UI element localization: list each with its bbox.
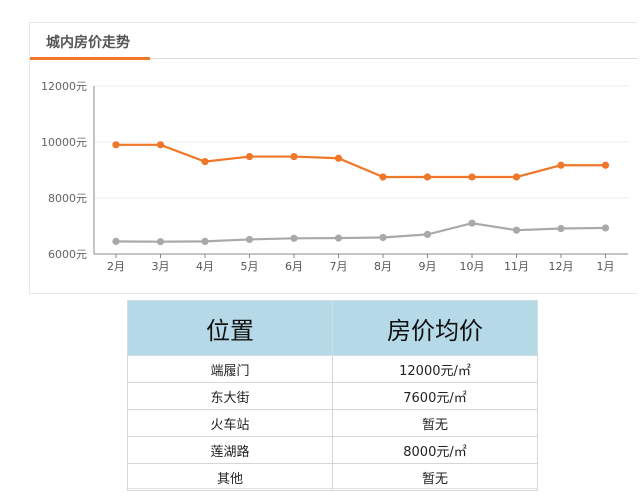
table-bottom-edge [127,488,538,489]
data-point [468,173,476,181]
table-row: 东大街 7600元/㎡ [127,382,538,410]
title-underline [30,57,150,60]
data-point [201,158,209,166]
data-point [512,173,521,181]
data-point [557,224,565,233]
x-tick-label: 9月 [419,260,437,273]
header-avg-price: 房价均价 [332,300,538,356]
table-row: 火车站 暂无 [127,409,538,437]
data-point [290,152,298,161]
x-tick-label: 2月 [107,260,125,273]
cell-price: 8000元/㎡ [332,436,538,464]
price-table: 位置 房价均价 端履门 12000元/㎡ 东大街 7600元/㎡ 火车站 暂无 … [127,300,538,491]
data-point [512,226,521,234]
data-point [245,235,254,244]
x-tick-labels: 2月 3月 4月 5月 6月 7月 8月 9月 10月 11月 12月 1月 [107,254,615,273]
x-tick-label: 5月 [241,260,259,273]
x-tick-label: 11月 [504,260,529,273]
data-point [245,152,254,161]
data-point [379,233,387,242]
series-lines [112,141,610,246]
data-point [334,234,343,242]
x-tick-label: 1月 [597,260,615,273]
cell-location: 火车站 [127,409,333,437]
data-point [156,141,165,149]
data-point [112,237,120,245]
x-tick-label: 3月 [152,260,170,273]
data-point [557,161,565,169]
table-row: 莲湖路 8000元/㎡ [127,436,538,464]
chart-panel-header: 城内房价走势 [30,23,637,60]
data-point [468,219,476,227]
price-trend-chart: 12000元 10000元 8000元 6000元 2月 3月 4月 5月 6月 7月 8月 9月 1… [41,80,628,273]
y-tick-labels: 12000元 10000元 8000元 6000元 [41,80,87,261]
header-location: 位置 [127,300,333,356]
cell-location: 端履门 [127,355,333,383]
table-row: 其他 暂无 [127,463,538,491]
x-tick-label: 10月 [460,260,485,273]
y-tick-label: 8000元 [48,192,87,205]
cell-location: 东大街 [127,382,333,410]
table-row: 端履门 12000元/㎡ [127,355,538,383]
x-tick-label: 8月 [374,260,392,273]
y-tick-label: 10000元 [41,136,87,149]
x-tick-label: 4月 [196,260,214,273]
cell-location: 其他 [127,463,333,491]
series-line-1 [116,143,606,179]
data-point [379,173,387,181]
data-point [334,154,343,162]
chart-title: 城内房价走势 [46,35,130,51]
cell-price: 暂无 [332,463,538,491]
x-tick-label: 7月 [330,260,348,273]
data-point [201,237,209,245]
chart-axes [93,86,628,255]
table-header-row: 位置 房价均价 [127,300,538,356]
x-tick-label: 6月 [285,260,303,273]
data-point [290,234,298,242]
cell-price: 暂无 [332,409,538,437]
data-point [112,141,120,149]
x-tick-label: 12月 [549,260,574,273]
cell-price: 12000元/㎡ [332,355,538,383]
cell-price: 7600元/㎡ [332,382,538,410]
data-point [423,173,432,181]
data-point [156,238,165,246]
data-point [601,224,610,232]
data-point [601,161,610,169]
grid-lines [94,85,628,199]
data-point [423,230,432,238]
y-tick-label: 12000元 [41,80,87,93]
y-tick-label: 6000元 [48,248,87,261]
series-line-2 [115,222,606,243]
cell-location: 莲湖路 [127,436,333,464]
